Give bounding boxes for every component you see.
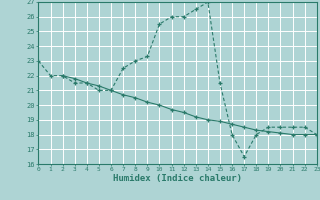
X-axis label: Humidex (Indice chaleur): Humidex (Indice chaleur) — [113, 174, 242, 183]
